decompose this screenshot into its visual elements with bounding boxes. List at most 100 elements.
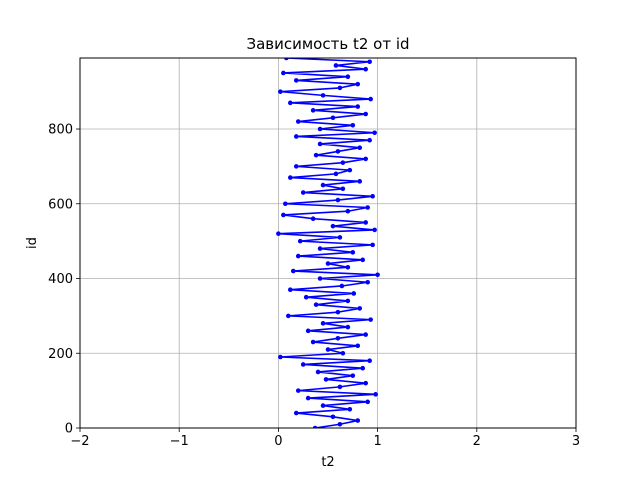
- data-point: [337, 235, 343, 240]
- data-point: [276, 231, 281, 236]
- data-point: [345, 264, 351, 270]
- data-point: [363, 111, 369, 117]
- data-point: [320, 182, 326, 188]
- data-point: [365, 205, 370, 210]
- x-tick-label: −2: [70, 434, 89, 449]
- data-point: [297, 238, 303, 244]
- data-point: [340, 186, 346, 192]
- x-axis-label: t2: [321, 455, 334, 470]
- data-point: [370, 193, 375, 199]
- data-point: [312, 425, 318, 428]
- data-point: [357, 306, 363, 311]
- data-point: [355, 104, 361, 109]
- data-point: [335, 149, 341, 154]
- data-point: [313, 152, 319, 158]
- data-point: [330, 414, 336, 420]
- x-tick-label: 0: [274, 434, 282, 449]
- data-point: [278, 89, 283, 94]
- data-point: [293, 134, 299, 139]
- data-point: [372, 130, 377, 136]
- chart-title: Зависимость t2 от id: [246, 35, 409, 53]
- data-point: [284, 58, 289, 61]
- data-point: [360, 257, 366, 263]
- x-tick-label: −1: [170, 434, 189, 449]
- data-point: [278, 354, 283, 360]
- data-point: [365, 279, 370, 285]
- data-point: [340, 160, 346, 165]
- data-point: [335, 336, 341, 341]
- data-point: [295, 388, 301, 393]
- data-point: [357, 145, 363, 150]
- y-tick-label: 400: [48, 272, 73, 287]
- data-point: [337, 384, 343, 390]
- x-tick-label: 1: [373, 434, 381, 449]
- data-point: [345, 208, 351, 214]
- data-point: [288, 287, 293, 293]
- y-axis-ticks: 0 200 400 600 800: [48, 123, 80, 437]
- data-point: [335, 197, 341, 203]
- data-point: [288, 175, 293, 180]
- axes-frame: [79, 57, 577, 429]
- data-point: [290, 268, 296, 274]
- y-tick-label: 200: [48, 347, 73, 362]
- y-tick-label: 800: [48, 123, 73, 138]
- data-point: [323, 377, 329, 382]
- data-point: [333, 63, 339, 68]
- data-point: [293, 78, 299, 83]
- data-point: [313, 302, 319, 307]
- data-point: [330, 223, 336, 229]
- data-point: [333, 171, 339, 177]
- data-point: [317, 246, 323, 251]
- data-point: [345, 324, 351, 330]
- data-point: [345, 74, 351, 79]
- data-point: [370, 242, 375, 248]
- data-point: [363, 220, 369, 225]
- data-point: [373, 392, 378, 397]
- data-point: [310, 108, 316, 113]
- data-point: [365, 399, 370, 405]
- y-axis-label: id: [25, 237, 40, 249]
- data-point: [351, 291, 357, 296]
- x-tick-label: 3: [572, 434, 580, 449]
- data-point: [337, 85, 343, 91]
- data-point: [375, 272, 380, 278]
- data-point: [293, 410, 299, 416]
- data-point: [363, 332, 369, 337]
- data-point: [317, 141, 323, 147]
- data-point: [363, 380, 369, 386]
- data-point: [363, 156, 369, 162]
- data-point: [363, 66, 369, 72]
- data-point: [367, 59, 372, 65]
- data-point: [325, 261, 331, 266]
- x-axis-ticks: −2 −1 0 1 2 3: [70, 428, 580, 449]
- data-point: [295, 253, 301, 259]
- data-point: [335, 309, 341, 315]
- data-point: [286, 313, 291, 319]
- data-point: [355, 81, 361, 87]
- data-point: [355, 418, 361, 423]
- data-point: [317, 276, 323, 281]
- data-point: [288, 100, 293, 106]
- data-point: [360, 365, 366, 371]
- data-point: [340, 350, 346, 356]
- data-point: [281, 212, 286, 218]
- data-point: [293, 164, 299, 169]
- data-point: [295, 119, 301, 124]
- data-point: [367, 137, 372, 143]
- data-point: [320, 93, 326, 98]
- data-point: [305, 328, 311, 334]
- data-point: [320, 321, 326, 326]
- series-line: [277, 58, 379, 428]
- data-point: [283, 201, 288, 207]
- data-point: [305, 395, 311, 401]
- series-group: [276, 58, 380, 428]
- y-tick-label: 600: [48, 197, 73, 212]
- data-point: [330, 115, 336, 121]
- data-point: [345, 298, 351, 304]
- data-point: [347, 407, 353, 412]
- data-point: [368, 317, 373, 322]
- data-point: [300, 190, 306, 195]
- data-point: [368, 96, 373, 102]
- data-point: [355, 343, 361, 349]
